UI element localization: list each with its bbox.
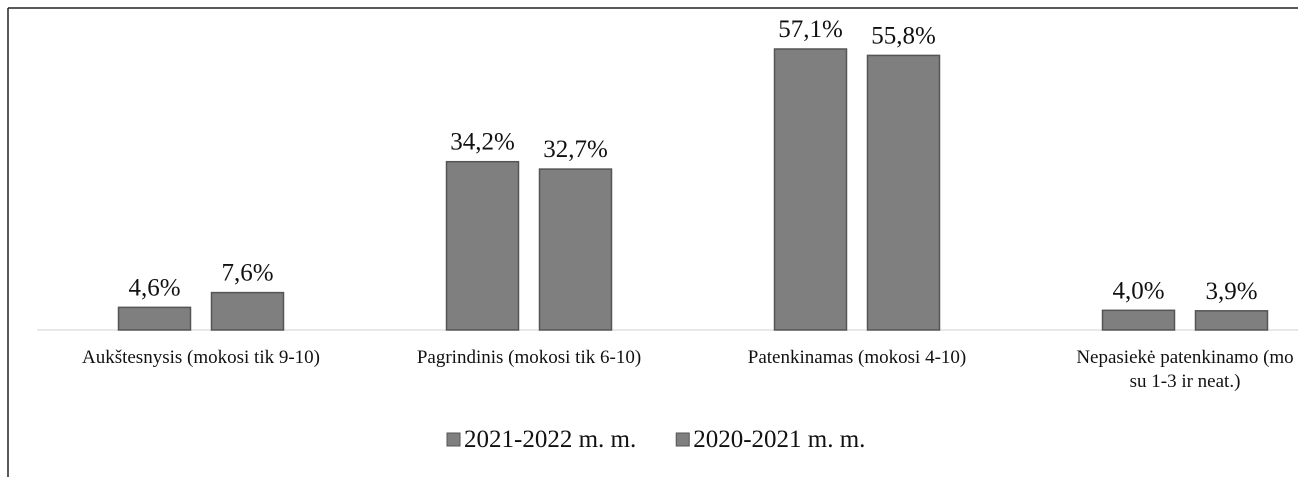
data-label: 4,0% [1112, 277, 1164, 304]
bar [445, 160, 520, 331]
x-tick-label: Pagrindinis (mokosi tik 6-10) [416, 347, 642, 368]
data-label: 4,6% [128, 274, 180, 301]
legend-swatch [446, 432, 461, 447]
legend-swatch [675, 432, 690, 447]
legend-label: 2020-2021 m. m. [693, 426, 865, 453]
legend-label: 2021-2022 m. m. [464, 426, 636, 453]
x-tick-label: Nepasiekė patenkinamo (mo su 1-3 ir neat… [1076, 347, 1294, 392]
x-tick-label: Patenkinamas (mokosi 4-10) [747, 347, 967, 368]
bar [538, 168, 613, 331]
bar [773, 48, 848, 331]
data-label: 34,2% [450, 129, 515, 156]
data-label: 55,8% [871, 22, 936, 49]
bar [866, 54, 941, 331]
data-label: 57,1% [778, 16, 843, 43]
x-tick-label: Aukštesnysis (mokosi tik 9-10) [81, 347, 321, 368]
data-label: 32,7% [543, 136, 608, 163]
data-label: 7,6% [221, 260, 273, 287]
bar [1101, 309, 1176, 331]
bar [1194, 310, 1269, 331]
bar [117, 306, 192, 331]
data-label: 3,9% [1205, 278, 1257, 305]
bar [210, 291, 285, 331]
